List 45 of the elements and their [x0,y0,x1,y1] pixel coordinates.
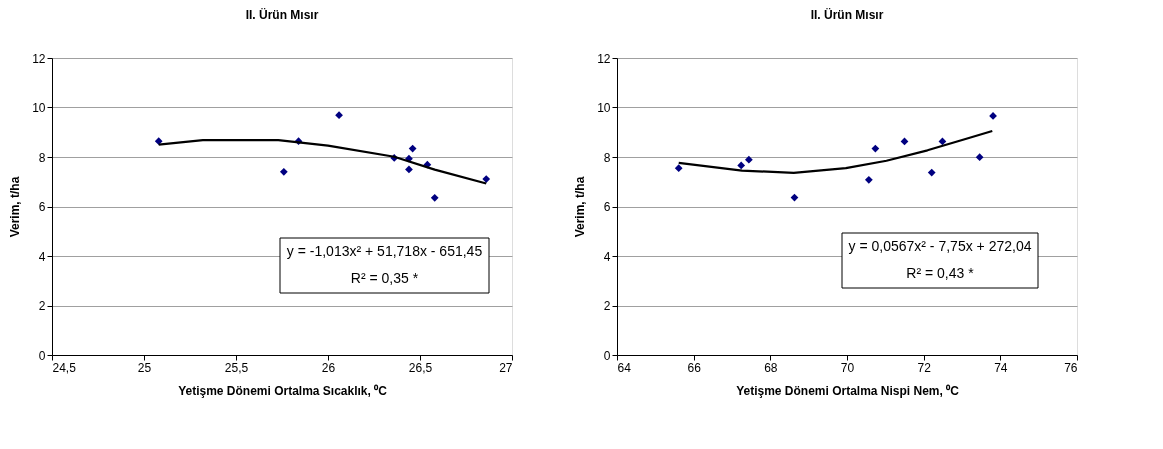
x-tick-label: 25 [137,360,152,375]
annotation: y = 0,0567x² - 7,75x + 272,04 [848,237,1032,254]
y-axis-title: Verim, t/ha [573,176,588,238]
chart-title: II. Ürün Mısır [810,7,884,22]
y-tick-label: 0 [38,348,46,363]
y-tick-label: 6 [38,200,46,214]
y-tick-label: 6 [603,200,611,214]
x-tick-label: 68 [764,360,778,375]
x-tick-label: 25,5 [224,360,249,375]
y-tick-label: 2 [603,299,611,313]
x-tick-label: 76 [1064,360,1078,375]
x-axis-title: Yetişme Dönemi Ortalma Nispi Nem, ⁰C [736,383,960,398]
y-tick-label: 0 [603,348,611,363]
y-tick-label: 4 [603,249,611,264]
annotation: y = -1,013x² + 51,718x - 651,45 [286,242,483,259]
x-tick-label: 26 [321,360,336,375]
x-tick-label: 26,5 [408,360,433,375]
point [154,137,163,146]
point [405,165,413,174]
x-tick-label: 72 [917,360,932,375]
point [279,167,288,176]
x-tick-label: 70 [840,360,855,375]
point [482,175,491,183]
y-tick-label: 10 [32,101,46,115]
annotation: R² = 0,35 * [350,270,419,287]
y-tick-label: 4 [38,249,46,264]
y-tick-label: 8 [38,150,46,165]
y-tick-label: 2 [38,299,46,313]
x-tick-label: 64 [617,360,632,375]
x-tick-label: 74 [994,360,1008,375]
x-tick-label: 24,5 [52,360,77,375]
line-series [157,139,488,185]
y-axis-title: Verim, t/ha [8,176,23,238]
y-tick-label: 12 [597,51,611,66]
chart-title: II. Ürün Mısır [245,7,319,22]
y-tick-label: 10 [597,101,611,115]
point [408,144,417,153]
point [430,193,439,202]
y-tick-label: 12 [32,51,46,66]
point [335,111,343,120]
x-axis-title: Yetişme Dönemi Ortalma Sıcaklık, ⁰C [178,383,388,398]
y-tick-label: 8 [603,150,611,165]
annotation: R² = 0,43 * [906,265,975,282]
x-tick-label: 27 [499,360,513,375]
x-tick-label: 66 [687,360,702,375]
